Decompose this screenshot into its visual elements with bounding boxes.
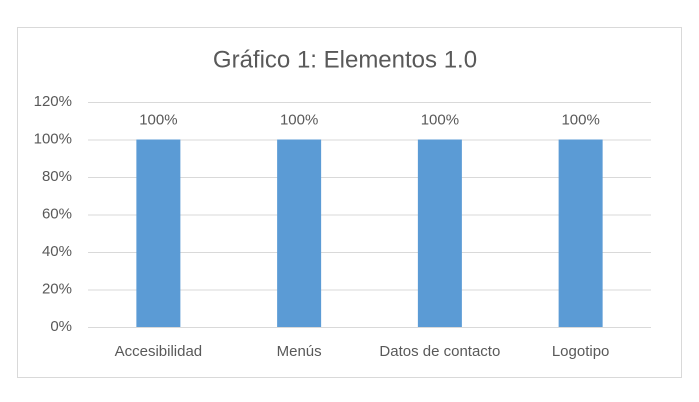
bar xyxy=(558,139,603,327)
bar xyxy=(277,139,322,327)
y-tick-label: 0% xyxy=(50,318,72,335)
y-tick-label: 40% xyxy=(42,243,72,260)
y-tick-label: 120% xyxy=(34,93,72,110)
bar xyxy=(136,139,181,327)
y-tick-label: 100% xyxy=(34,130,72,147)
value-label: 100% xyxy=(139,111,177,128)
y-tick-label: 20% xyxy=(42,280,72,297)
value-label: 100% xyxy=(280,111,318,128)
y-tick-label: 60% xyxy=(42,205,72,222)
value-label: 100% xyxy=(561,111,599,128)
x-tick-label: Accesibilidad xyxy=(115,343,203,360)
chart-title: Gráfico 1: Elementos 1.0 xyxy=(213,46,477,73)
x-tick-label: Logotipo xyxy=(552,343,610,360)
x-tick-label: Datos de contacto xyxy=(379,343,500,360)
value-label: 100% xyxy=(421,111,459,128)
y-tick-label: 80% xyxy=(42,168,72,185)
bar xyxy=(417,139,462,327)
x-tick-label: Menús xyxy=(277,343,322,360)
